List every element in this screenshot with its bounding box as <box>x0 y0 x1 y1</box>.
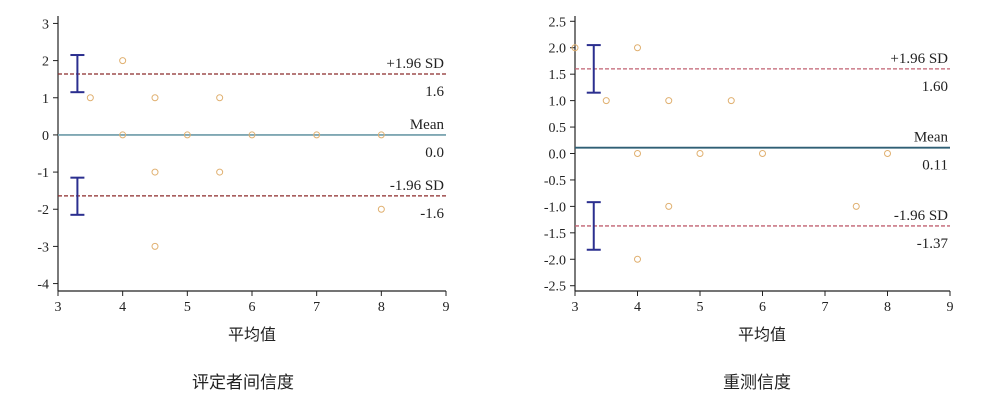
y-tick-label: -2.5 <box>544 280 566 295</box>
chart-test-retest-reliability: -2.5 -2.0 -1.5 -1.0 -0.5 0.0 0.5 1.0 1.5 2.0 2.5 3 4… <box>544 15 954 392</box>
x-axis-title: 平均值 <box>738 326 786 344</box>
data-point <box>884 150 891 157</box>
x-tick-label: 4 <box>634 300 641 315</box>
x-tick-label: 7 <box>313 300 320 315</box>
data-point <box>248 131 256 139</box>
ci-bar <box>70 176 85 216</box>
data-point <box>313 131 321 139</box>
y-tick-label: 2 <box>42 55 49 70</box>
reference-line-name: +1.96 SD <box>386 56 444 72</box>
data-point <box>665 97 673 105</box>
data-point <box>696 150 704 157</box>
data-point <box>634 44 641 52</box>
data-point <box>571 44 579 52</box>
ci-bar <box>586 44 601 94</box>
x-tick-label: 9 <box>443 300 450 315</box>
x-axis-title: 平均值 <box>228 326 276 344</box>
data-point <box>151 168 159 176</box>
x-tick-label: 3 <box>55 300 62 315</box>
reference-line-value: -1.6 <box>420 206 444 222</box>
y-tick-label: -1.0 <box>544 200 566 215</box>
data-point <box>602 97 610 105</box>
reference-line-value: 1.60 <box>922 79 948 95</box>
y-tick-label: 0.5 <box>549 121 567 136</box>
x-tick-label: 6 <box>249 300 256 315</box>
reference-line-name: -1.96 SD <box>390 178 444 194</box>
reference-line-name: +1.96 SD <box>890 51 948 67</box>
data-point <box>665 202 673 210</box>
y-tick-label: 2.0 <box>549 42 567 57</box>
y-tick-label: -2.0 <box>544 253 566 268</box>
data-point <box>151 94 159 102</box>
data-point <box>86 94 94 102</box>
y-tick-label: 0 <box>42 129 49 144</box>
data-point <box>634 255 641 263</box>
data-point <box>759 150 766 157</box>
y-tick-label: 1 <box>42 92 49 107</box>
ci-bar <box>586 201 601 251</box>
data-point <box>634 150 641 157</box>
y-tick-label: 0.0 <box>549 148 567 163</box>
ci-bar <box>70 54 85 94</box>
data-point <box>119 57 127 65</box>
chart-caption: 重测信度 <box>723 373 791 392</box>
y-tick-label: -1.5 <box>544 227 566 242</box>
data-point <box>377 131 385 139</box>
y-tick-label: -1 <box>37 166 49 181</box>
y-tick-label: -3 <box>37 240 49 255</box>
reference-line-value: 0.0 <box>425 145 444 161</box>
data-point <box>216 168 224 176</box>
data-point <box>727 97 735 105</box>
reference-line-value: -1.37 <box>917 236 949 252</box>
y-tick-label: -2 <box>37 203 49 218</box>
y-tick-label: -0.5 <box>544 174 566 189</box>
data-point <box>852 202 860 210</box>
x-tick-label: 8 <box>884 300 891 315</box>
data-point <box>183 131 191 139</box>
x-tick-label: 7 <box>822 300 829 315</box>
y-tick-label: 3 <box>42 17 49 32</box>
x-tick-label: 5 <box>697 300 704 315</box>
reference-line-value: 0.11 <box>922 158 948 174</box>
reference-line-value: 1.6 <box>425 84 444 100</box>
x-tick-label: 3 <box>572 300 579 315</box>
x-tick-label: 8 <box>378 300 385 315</box>
reference-line-name: Mean <box>410 117 445 133</box>
data-point <box>377 205 385 213</box>
x-tick-label: 5 <box>184 300 191 315</box>
x-tick-label: 4 <box>119 300 126 315</box>
y-tick-label: 2.5 <box>549 15 567 30</box>
chart-inter-rater-reliability: -4 -3 -2 -1 0 1 2 3 3 4 5 6 7 8 9 +1.96 SD 1.6 Mean 0.0 -1.… <box>37 16 450 392</box>
reference-line-name: -1.96 SD <box>894 208 948 224</box>
x-tick-label: 6 <box>759 300 766 315</box>
y-tick-label: -4 <box>37 278 49 293</box>
x-tick-label: 9 <box>947 300 954 315</box>
data-point <box>119 131 127 139</box>
chart-caption: 评定者间信度 <box>192 373 294 392</box>
data-point <box>151 242 159 250</box>
y-tick-label: 1.0 <box>549 95 567 110</box>
reference-line-name: Mean <box>914 130 949 146</box>
data-point <box>216 94 224 102</box>
y-tick-label: 1.5 <box>549 68 567 83</box>
